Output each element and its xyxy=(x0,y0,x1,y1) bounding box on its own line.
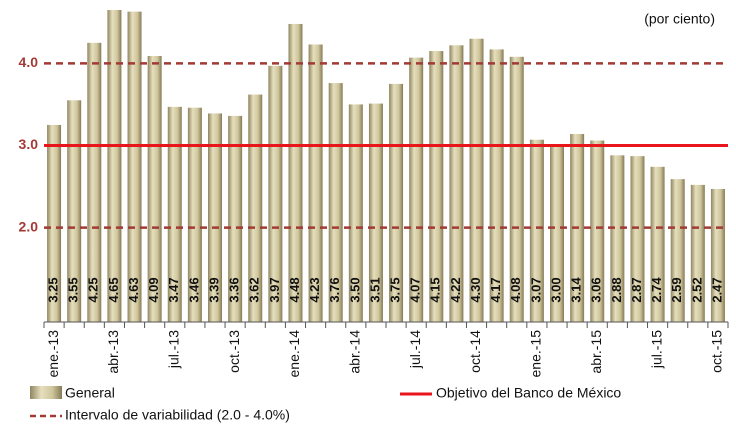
x-tick-label: oct.-13 xyxy=(226,330,242,373)
value-label: 4.09 xyxy=(146,277,161,302)
bar xyxy=(550,145,564,322)
plot: 2.0 3.0 4.0 3.25 3.55 4.25 4.65 4.63 4.09 3.47 3.4… xyxy=(19,10,729,378)
bar xyxy=(610,155,625,322)
value-label: 3.00 xyxy=(548,277,563,302)
bar xyxy=(288,23,303,323)
value-label: 3.06 xyxy=(589,277,604,302)
bar xyxy=(670,179,685,322)
bar xyxy=(208,113,222,322)
value-label: 3.14 xyxy=(569,277,584,303)
bar xyxy=(107,10,122,322)
x-tick-label: abr.-15 xyxy=(588,330,604,374)
value-label: 3.39 xyxy=(206,277,221,302)
x-tick-label: abr.-13 xyxy=(105,330,121,374)
value-label: 4.23 xyxy=(307,277,322,302)
value-label: 2.74 xyxy=(649,277,664,303)
bar xyxy=(509,56,524,323)
x-tick-label: jul.-13 xyxy=(165,330,181,369)
y-tick-label: 2.0 xyxy=(19,218,39,234)
bar xyxy=(308,44,323,322)
y-tick-label: 3.0 xyxy=(19,136,39,152)
bar xyxy=(389,83,404,322)
value-label: 4.48 xyxy=(287,277,302,302)
legend-label: Intervalo de variabilidad (2.0 - 4.0%) xyxy=(65,407,290,423)
bar xyxy=(489,49,504,323)
value-label: 4.65 xyxy=(106,277,121,302)
x-tick-label: oct.-15 xyxy=(709,330,725,373)
bar xyxy=(590,140,605,322)
x-tick-label: jul.-15 xyxy=(648,330,664,369)
value-label: 2.52 xyxy=(689,277,704,302)
bar xyxy=(630,156,645,322)
bar xyxy=(469,38,484,322)
value-label: 3.62 xyxy=(247,277,262,302)
x-tick-label: ene.-13 xyxy=(45,330,61,378)
value-label: 3.50 xyxy=(347,277,362,302)
value-label: 3.36 xyxy=(227,277,242,302)
value-label: 3.51 xyxy=(367,277,382,302)
bar xyxy=(248,94,263,322)
value-label: 3.75 xyxy=(387,277,402,302)
bar xyxy=(127,11,142,323)
value-label: 2.88 xyxy=(609,277,624,302)
bar xyxy=(409,57,424,322)
x-tick-label: abr.-14 xyxy=(347,330,363,374)
value-label: 3.47 xyxy=(166,277,181,302)
value-label: 3.25 xyxy=(45,277,60,302)
value-label: 2.59 xyxy=(669,277,684,302)
x-tick-label: oct.-14 xyxy=(467,330,483,373)
bar xyxy=(147,55,162,323)
value-label: 4.63 xyxy=(126,277,141,302)
value-label: 3.46 xyxy=(186,277,201,302)
annotation: (por ciento) xyxy=(644,11,715,27)
bar xyxy=(47,124,62,323)
bar xyxy=(67,100,82,322)
bar xyxy=(328,83,343,322)
value-label: 4.08 xyxy=(508,277,523,302)
bar xyxy=(690,184,705,322)
value-label: 2.47 xyxy=(709,277,724,302)
value-label: 3.07 xyxy=(528,277,543,302)
value-label: 3.97 xyxy=(267,277,282,302)
x-tick-label: ene.-15 xyxy=(528,330,544,378)
x-tick-label: jul.-14 xyxy=(407,330,423,369)
bar xyxy=(348,104,363,322)
bar xyxy=(228,115,243,322)
y-tick-label: 4.0 xyxy=(19,54,39,70)
bar xyxy=(87,42,102,323)
bar xyxy=(449,45,464,322)
bar xyxy=(368,103,383,322)
bar xyxy=(529,139,544,322)
bar xyxy=(710,188,725,322)
legend-swatch xyxy=(30,386,62,399)
bar xyxy=(268,65,283,323)
value-label: 4.15 xyxy=(428,277,443,302)
legend-label: General xyxy=(65,385,115,401)
bar xyxy=(187,107,202,322)
value-label: 2.87 xyxy=(629,277,644,302)
legend-label: Objetivo del Banco de México xyxy=(436,385,621,401)
value-label: 4.30 xyxy=(468,277,483,302)
value-label: 4.22 xyxy=(448,277,463,302)
value-label: 3.55 xyxy=(66,277,81,302)
bar xyxy=(167,106,182,322)
value-label: 3.76 xyxy=(327,277,342,302)
x-tick-label: ene.-14 xyxy=(286,330,302,378)
value-label: 4.25 xyxy=(86,277,101,302)
value-label: 4.07 xyxy=(408,277,423,302)
bar xyxy=(650,166,665,322)
bar xyxy=(429,51,444,322)
value-label: 4.17 xyxy=(488,277,503,302)
